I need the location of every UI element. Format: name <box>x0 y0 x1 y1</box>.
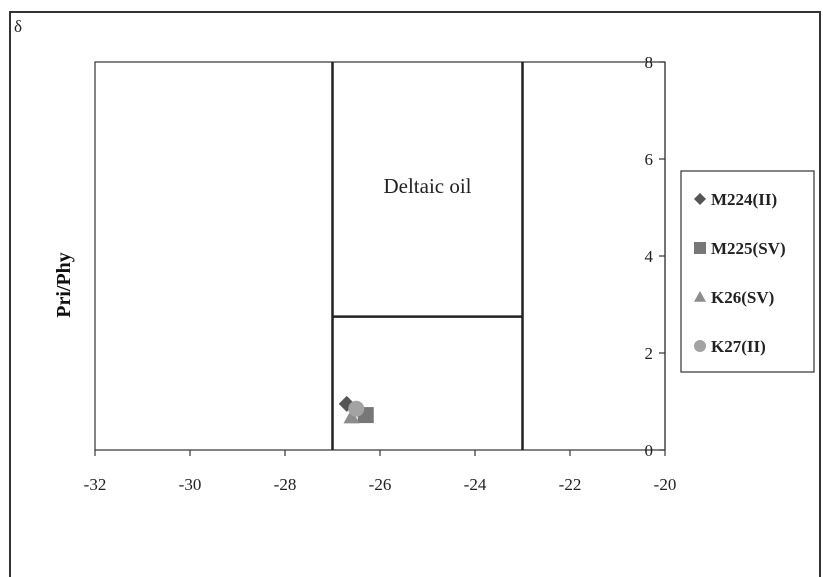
plot-area <box>94 61 666 451</box>
y-tick-label: 2 <box>645 344 654 363</box>
legend-marker-square <box>694 242 706 254</box>
annotations: Deltaic oil <box>383 174 471 198</box>
y-tick-label: 8 <box>645 53 654 72</box>
data-point-triangle <box>343 409 360 424</box>
legend-label: M225(SV) <box>711 239 786 258</box>
legend-marker-diamond <box>694 193 706 205</box>
legend: M224(II) M225(SV) K26(SV) K27(II) <box>694 190 786 356</box>
legend-label: K26(SV) <box>711 288 774 307</box>
x-tick-label: -22 <box>559 475 582 494</box>
legend-label: M224(II) <box>711 190 777 209</box>
y-tick-label: 4 <box>645 247 654 266</box>
x-tick-label: -28 <box>274 475 297 494</box>
x-tick-label: -24 <box>464 475 487 494</box>
x-tick-label: -30 <box>179 475 202 494</box>
figure-border <box>9 11 821 577</box>
legend-label: K27(II) <box>711 337 766 356</box>
corner-symbol: δ <box>14 17 22 36</box>
data-point-circle <box>348 400 365 417</box>
legend-marker-triangle <box>694 291 706 302</box>
x-axis: -32 -30 -28 -26 -24 -22 -20 <box>84 450 677 494</box>
x-tick-label: -32 <box>84 475 107 494</box>
legend-box <box>680 170 815 373</box>
y-tick-label: 6 <box>645 150 654 169</box>
y-axis-label: Pri/Phy <box>53 252 75 318</box>
legend-marker-circle <box>694 340 706 352</box>
y-tick-label: 0 <box>645 441 654 460</box>
y-axis: 0 2 4 6 8 <box>645 53 666 460</box>
region-label: Deltaic oil <box>383 174 471 198</box>
x-tick-label: -20 <box>654 475 677 494</box>
x-tick-label: -26 <box>369 475 392 494</box>
region-boundaries <box>331 62 524 450</box>
data-points <box>338 395 374 424</box>
